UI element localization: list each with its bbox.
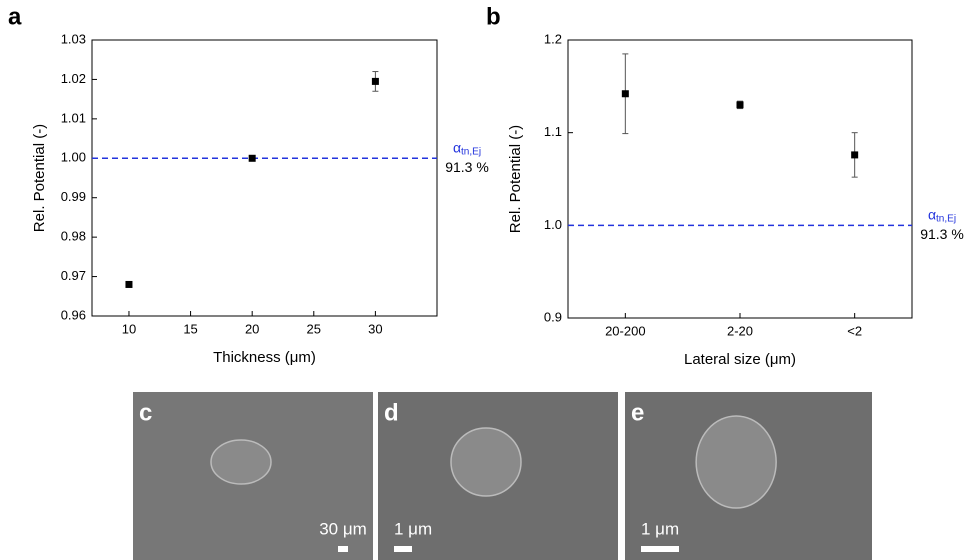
y-tick-label: 1.01	[61, 110, 86, 125]
x-tick-label: 2-20	[727, 323, 753, 338]
plot-frame	[91, 39, 438, 317]
reference-symbol: α	[928, 206, 936, 222]
scale-label: 1 μm	[394, 519, 432, 538]
y-tick-label: 0.9	[544, 309, 562, 324]
y-axis-label: Rel. Potential (-)	[507, 125, 524, 233]
y-tick-label: 1.03	[61, 31, 86, 46]
reference-symbol: α	[453, 139, 461, 155]
point	[371, 77, 379, 85]
reference-annotation: αtn,Ej	[453, 139, 481, 157]
panel-label: c	[139, 399, 152, 426]
x-axis-label: Thickness (μm)	[213, 349, 316, 366]
reference-value: 91.3 %	[445, 159, 489, 175]
x-axis-label: Lateral size (μm)	[684, 351, 796, 368]
point	[736, 101, 744, 109]
x-tick-label: <2	[847, 323, 862, 338]
scale-bar	[394, 546, 412, 552]
particle	[450, 427, 522, 497]
point	[125, 280, 133, 288]
y-tick-label: 1.2	[544, 31, 562, 46]
particle	[210, 439, 272, 485]
y-tick-label: 0.98	[61, 229, 86, 244]
point	[621, 90, 629, 98]
panel-label: e	[631, 399, 644, 426]
y-tick-label: 1.1	[544, 124, 562, 139]
x-tick-label: 20	[245, 321, 259, 336]
panel-label: d	[384, 399, 399, 426]
scale-label: 30 μm	[319, 519, 367, 538]
x-tick-label: 25	[307, 321, 321, 336]
scale-label: 1 μm	[641, 519, 679, 538]
x-tick-label: 30	[368, 321, 382, 336]
scale-bar	[338, 546, 348, 552]
x-tick-label: 10	[122, 321, 136, 336]
scale-bar	[641, 546, 679, 552]
reference-annotation: αtn,Ej	[928, 206, 956, 224]
y-tick-label: 1.0	[544, 217, 562, 232]
reference-value: 91.3 %	[920, 226, 964, 242]
y-tick-label: 0.99	[61, 189, 86, 204]
point	[851, 151, 859, 159]
panel-label: b	[486, 3, 501, 30]
reference-subscript: tn,Ej	[461, 146, 481, 157]
point	[248, 154, 256, 162]
y-tick-label: 0.97	[61, 268, 86, 283]
x-tick-label: 20-200	[605, 323, 645, 338]
y-axis-label: Rel. Potential (-)	[31, 124, 48, 232]
panel-label: a	[8, 3, 22, 30]
particle	[695, 415, 777, 509]
y-tick-label: 0.96	[61, 307, 86, 322]
reference-subscript: tn,Ej	[936, 213, 956, 224]
x-tick-label: 15	[183, 321, 197, 336]
plot-frame	[567, 39, 913, 319]
y-tick-label: 1.00	[61, 150, 86, 165]
y-tick-label: 1.02	[61, 71, 86, 86]
